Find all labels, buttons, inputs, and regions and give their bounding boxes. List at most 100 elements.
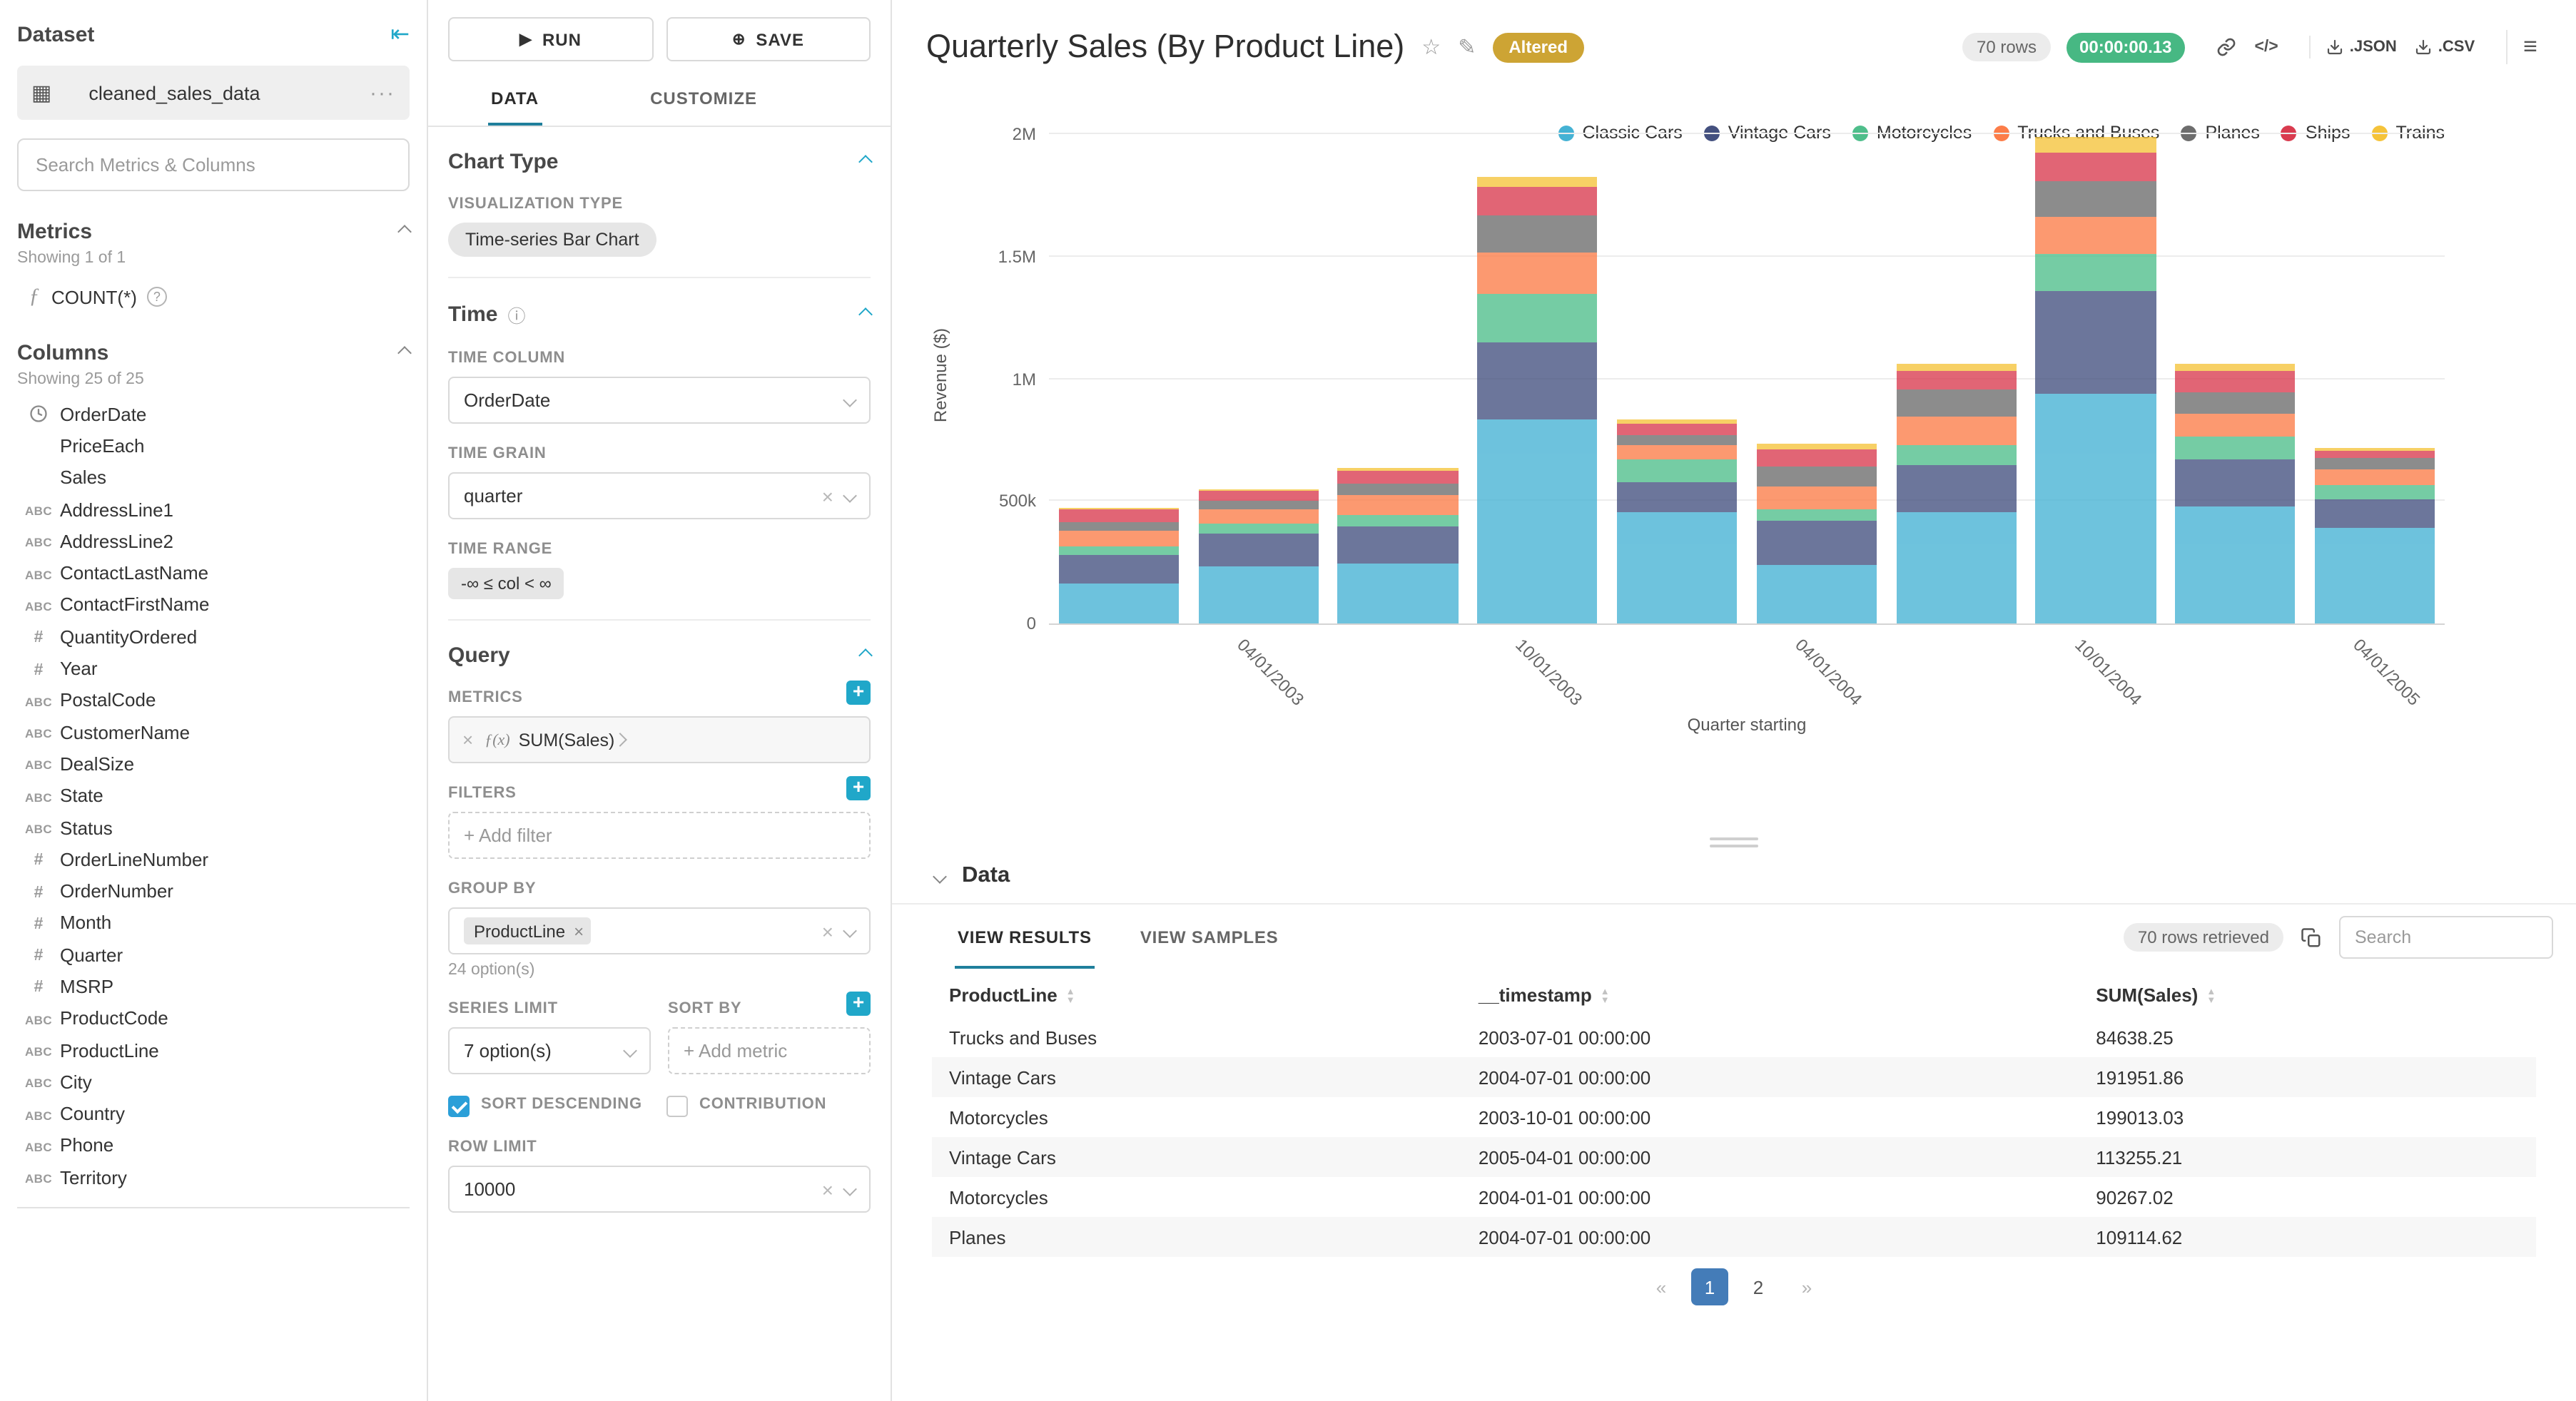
column-item[interactable]: # Quarter (17, 939, 410, 971)
table-row[interactable]: Motorcycles 2004-01-01 00:00:00 90267.02 (932, 1177, 2536, 1217)
bar-segment[interactable] (1337, 467, 1459, 471)
clear-icon[interactable]: × (821, 1178, 833, 1201)
bar-segment[interactable] (2035, 290, 2156, 394)
viz-type-pill[interactable]: Time-series Bar Chart (448, 223, 656, 257)
column-header[interactable]: ProductLine ▲ ▼ (949, 984, 1075, 1006)
bar-segment[interactable] (1337, 470, 1459, 484)
export-json-button[interactable]: .JSON (2327, 39, 2397, 56)
bar-segment[interactable] (1198, 500, 1319, 510)
bar-segment[interactable] (1896, 370, 2017, 390)
bar-segment[interactable] (2035, 393, 2156, 623)
bar-segment[interactable] (1896, 465, 2017, 512)
column-item[interactable]: ABC Phone (17, 1130, 410, 1162)
bar-segment[interactable] (2175, 459, 2296, 506)
bar-segment[interactable] (2175, 364, 2296, 372)
dataset-more-icon[interactable]: ··· (370, 81, 395, 105)
export-csv-button[interactable]: .CSV (2415, 39, 2475, 56)
bar-segment[interactable] (1756, 564, 1877, 623)
help-icon[interactable]: ? (146, 287, 167, 307)
bar-segment[interactable] (2315, 527, 2435, 623)
bar-segment[interactable] (1617, 423, 1738, 435)
metric-item[interactable]: ƒ COUNT(*) ? (17, 275, 410, 318)
tab-view-results[interactable]: VIEW RESULTS (955, 907, 1095, 968)
column-item[interactable]: ABC ProductCode (17, 1002, 410, 1034)
column-item[interactable]: PriceEach (17, 430, 410, 462)
column-item[interactable]: ABC State (17, 780, 410, 812)
bar-segment[interactable] (2175, 392, 2296, 414)
bar-segment[interactable] (1477, 293, 1598, 342)
copy-results-button[interactable] (2301, 927, 2322, 948)
table-row[interactable]: Motorcycles 2003-10-01 00:00:00 199013.03 (932, 1097, 2536, 1137)
column-item[interactable]: ABC Status (17, 812, 410, 844)
contribution-checkbox[interactable]: CONTRIBUTION (666, 1094, 871, 1117)
time-grain-select[interactable]: quarter × (448, 472, 871, 519)
bar-segment[interactable] (1617, 434, 1738, 445)
time-section-header[interactable]: Time ⓘ (448, 301, 873, 328)
bar-segment[interactable] (1756, 521, 1877, 565)
results-search-input[interactable] (2339, 916, 2553, 959)
bar-segment[interactable] (2315, 450, 2435, 459)
metrics-columns-search-input[interactable] (17, 138, 410, 191)
page-button[interactable]: 2 (1753, 1276, 1764, 1298)
group-by-select[interactable]: ProductLine × × (448, 907, 871, 954)
column-item[interactable]: ABC PostalCode (17, 684, 410, 716)
time-range-pill[interactable]: -∞ ≤ col < ∞ (448, 568, 564, 599)
bar-segment[interactable] (1477, 177, 1598, 188)
bar-segment[interactable] (1756, 467, 1877, 486)
clear-icon[interactable]: × (821, 484, 833, 507)
column-item[interactable]: ABC City (17, 1066, 410, 1098)
group-by-tag[interactable]: ProductLine × (464, 917, 592, 944)
metrics-collapse-icon[interactable] (397, 225, 412, 239)
column-item[interactable]: # OrderLineNumber (17, 843, 410, 875)
bar-segment[interactable] (2035, 217, 2156, 255)
bar-segment[interactable] (1756, 449, 1877, 467)
bar-segment[interactable] (2315, 458, 2435, 469)
bar-segment[interactable] (2035, 181, 2156, 217)
bar-segment[interactable] (1058, 554, 1179, 584)
bar-segment[interactable] (1198, 566, 1319, 623)
bar-segment[interactable] (2315, 469, 2435, 485)
bar-segment[interactable] (1198, 523, 1319, 534)
bar-segment[interactable] (2035, 153, 2156, 182)
altered-badge[interactable]: Altered (1493, 32, 1584, 62)
page-button[interactable]: 1 (1691, 1268, 1728, 1305)
column-item[interactable]: OrderDate (17, 398, 410, 430)
bar-segment[interactable] (1337, 526, 1459, 564)
bar-segment[interactable] (1896, 445, 2017, 466)
bar-segment[interactable] (1477, 419, 1598, 623)
column-item[interactable]: # OrderNumber (17, 875, 410, 907)
bar-segment[interactable] (1896, 363, 2017, 371)
bar-segment[interactable] (1477, 342, 1598, 419)
column-item[interactable]: ABC Territory (17, 1161, 410, 1193)
bar-segment[interactable] (1896, 417, 2017, 446)
edit-title-icon[interactable]: ✎ (1458, 36, 1476, 60)
metric-chip[interactable]: × ƒ(x) SUM(Sales) (448, 716, 871, 763)
bar-segment[interactable] (1337, 515, 1459, 527)
bar-segment[interactable] (1337, 483, 1459, 495)
column-item[interactable]: ABC ProductLine (17, 1034, 410, 1066)
table-row[interactable]: Vintage Cars 2004-07-01 00:00:00 191951.86 (932, 1057, 2536, 1097)
bar-segment[interactable] (1617, 511, 1738, 623)
favorite-star-icon[interactable]: ☆ (1421, 36, 1441, 60)
bar-segment[interactable] (2035, 254, 2156, 291)
copy-link-button[interactable] (2216, 37, 2236, 57)
column-item[interactable]: # Year (17, 653, 410, 685)
column-header[interactable]: SUM(Sales) ▲ ▼ (2096, 984, 2216, 1006)
bar-segment[interactable] (1198, 534, 1319, 567)
embed-code-button[interactable]: </> (2254, 39, 2278, 56)
column-item[interactable]: ABC ContactFirstName (17, 589, 410, 621)
column-item[interactable]: ABC AddressLine2 (17, 525, 410, 557)
column-header[interactable]: __timestamp ▲ ▼ (1478, 984, 1610, 1006)
bar-segment[interactable] (1058, 522, 1179, 531)
bar-segment[interactable] (1617, 482, 1738, 512)
bar-segment[interactable] (1896, 511, 2017, 623)
clear-icon[interactable]: × (821, 919, 833, 942)
sort-by-dropzone[interactable]: + Add metric (668, 1027, 871, 1074)
sort-descending-checkbox[interactable]: SORT DESCENDING (448, 1094, 652, 1117)
save-button[interactable]: ⊕ SAVE (666, 17, 871, 61)
bar-segment[interactable] (1058, 507, 1179, 510)
page-button[interactable]: » (1801, 1276, 1812, 1298)
tab-customize[interactable]: CUSTOMIZE (650, 88, 757, 108)
bar-segment[interactable] (1058, 509, 1179, 523)
run-button[interactable]: ▶ RUN (448, 17, 653, 61)
